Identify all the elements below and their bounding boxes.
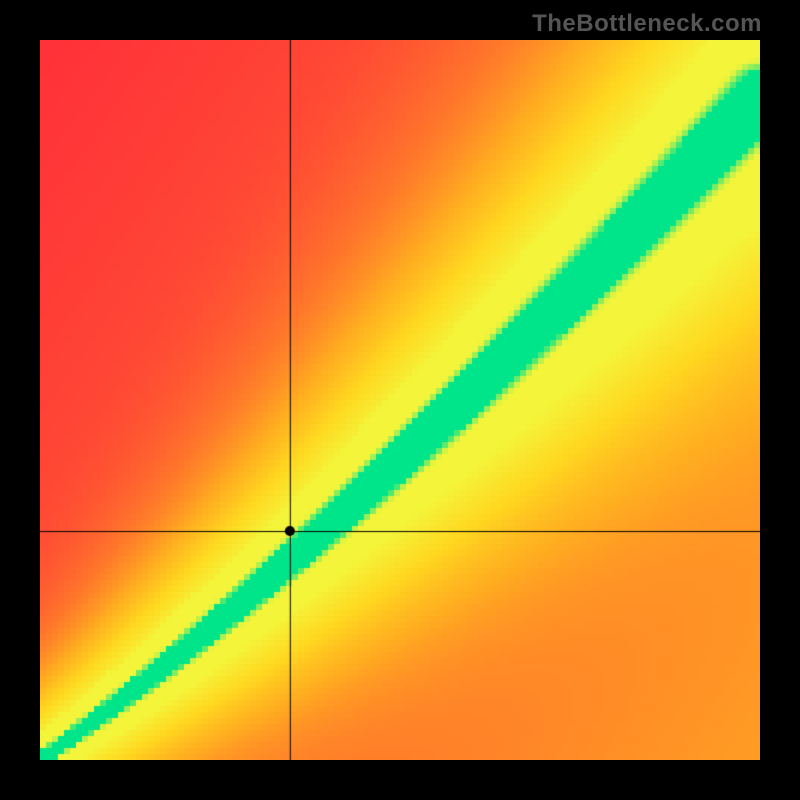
watermark-label: TheBottleneck.com (532, 10, 762, 38)
chart-container: TheBottleneck.com (0, 0, 800, 800)
heatmap-canvas (40, 40, 760, 760)
